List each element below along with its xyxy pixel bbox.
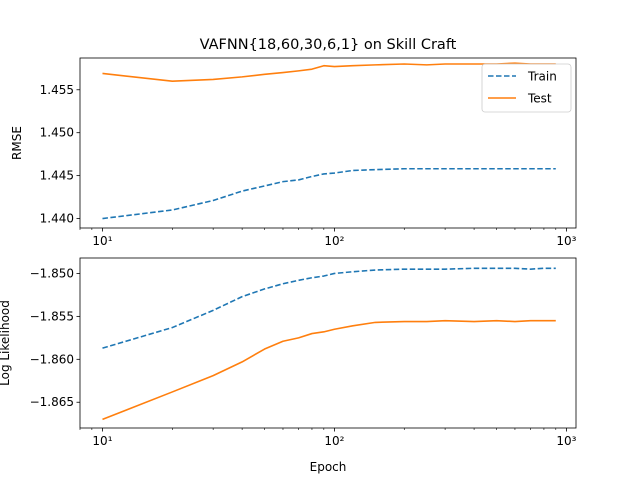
panel-1: 10¹ 10² 10³ 1.440 1.445 1.450 1.455 RMSE Train Te… [10,57,577,248]
y-tick-label: −1.860 [30,352,74,366]
axes-frame [79,57,577,229]
y-tick-label: −1.865 [30,395,74,409]
y-axis-label: Log Likelihood [0,300,12,386]
y-tick-label: −1.855 [30,309,74,323]
y-tick-label: −1.850 [30,266,74,280]
series-line-test [102,62,556,82]
series-line-train [102,167,556,220]
series-line-test [102,319,556,421]
x-tick-label: 10³ [556,434,576,448]
x-tick-label: 10¹ [92,234,112,248]
y-tick-label: 1.450 [40,126,74,140]
legend: Train Test [481,63,572,113]
y-tick-label: 1.445 [40,169,74,183]
panel-2: 10¹ 10² 10³ −1.865 −1.860 −1.855 −1.850 Log Lik… [0,257,577,474]
series-line-train [102,267,556,349]
y-axis-label: RMSE [10,126,24,160]
x-tick-label: 10¹ [92,434,112,448]
panels: 10¹ 10² 10³ 1.440 1.445 1.450 1.455 RMSE Train Te… [0,57,577,474]
x-tick-label: 10³ [556,234,576,248]
axes-frame [79,257,577,429]
x-axis-label: Epoch [310,460,347,474]
x-tick-label: 10² [324,434,344,448]
y-tick-label: 1.440 [40,212,74,226]
y-tick-label: 1.455 [40,83,74,97]
legend-box [481,63,572,113]
x-tick-label: 10² [324,234,344,248]
chart-title: VAFNN{18,60,30,6,1} on Skill Craft [200,37,457,53]
legend-label-train: Train [527,70,557,84]
legend-label-test: Test [527,92,552,106]
